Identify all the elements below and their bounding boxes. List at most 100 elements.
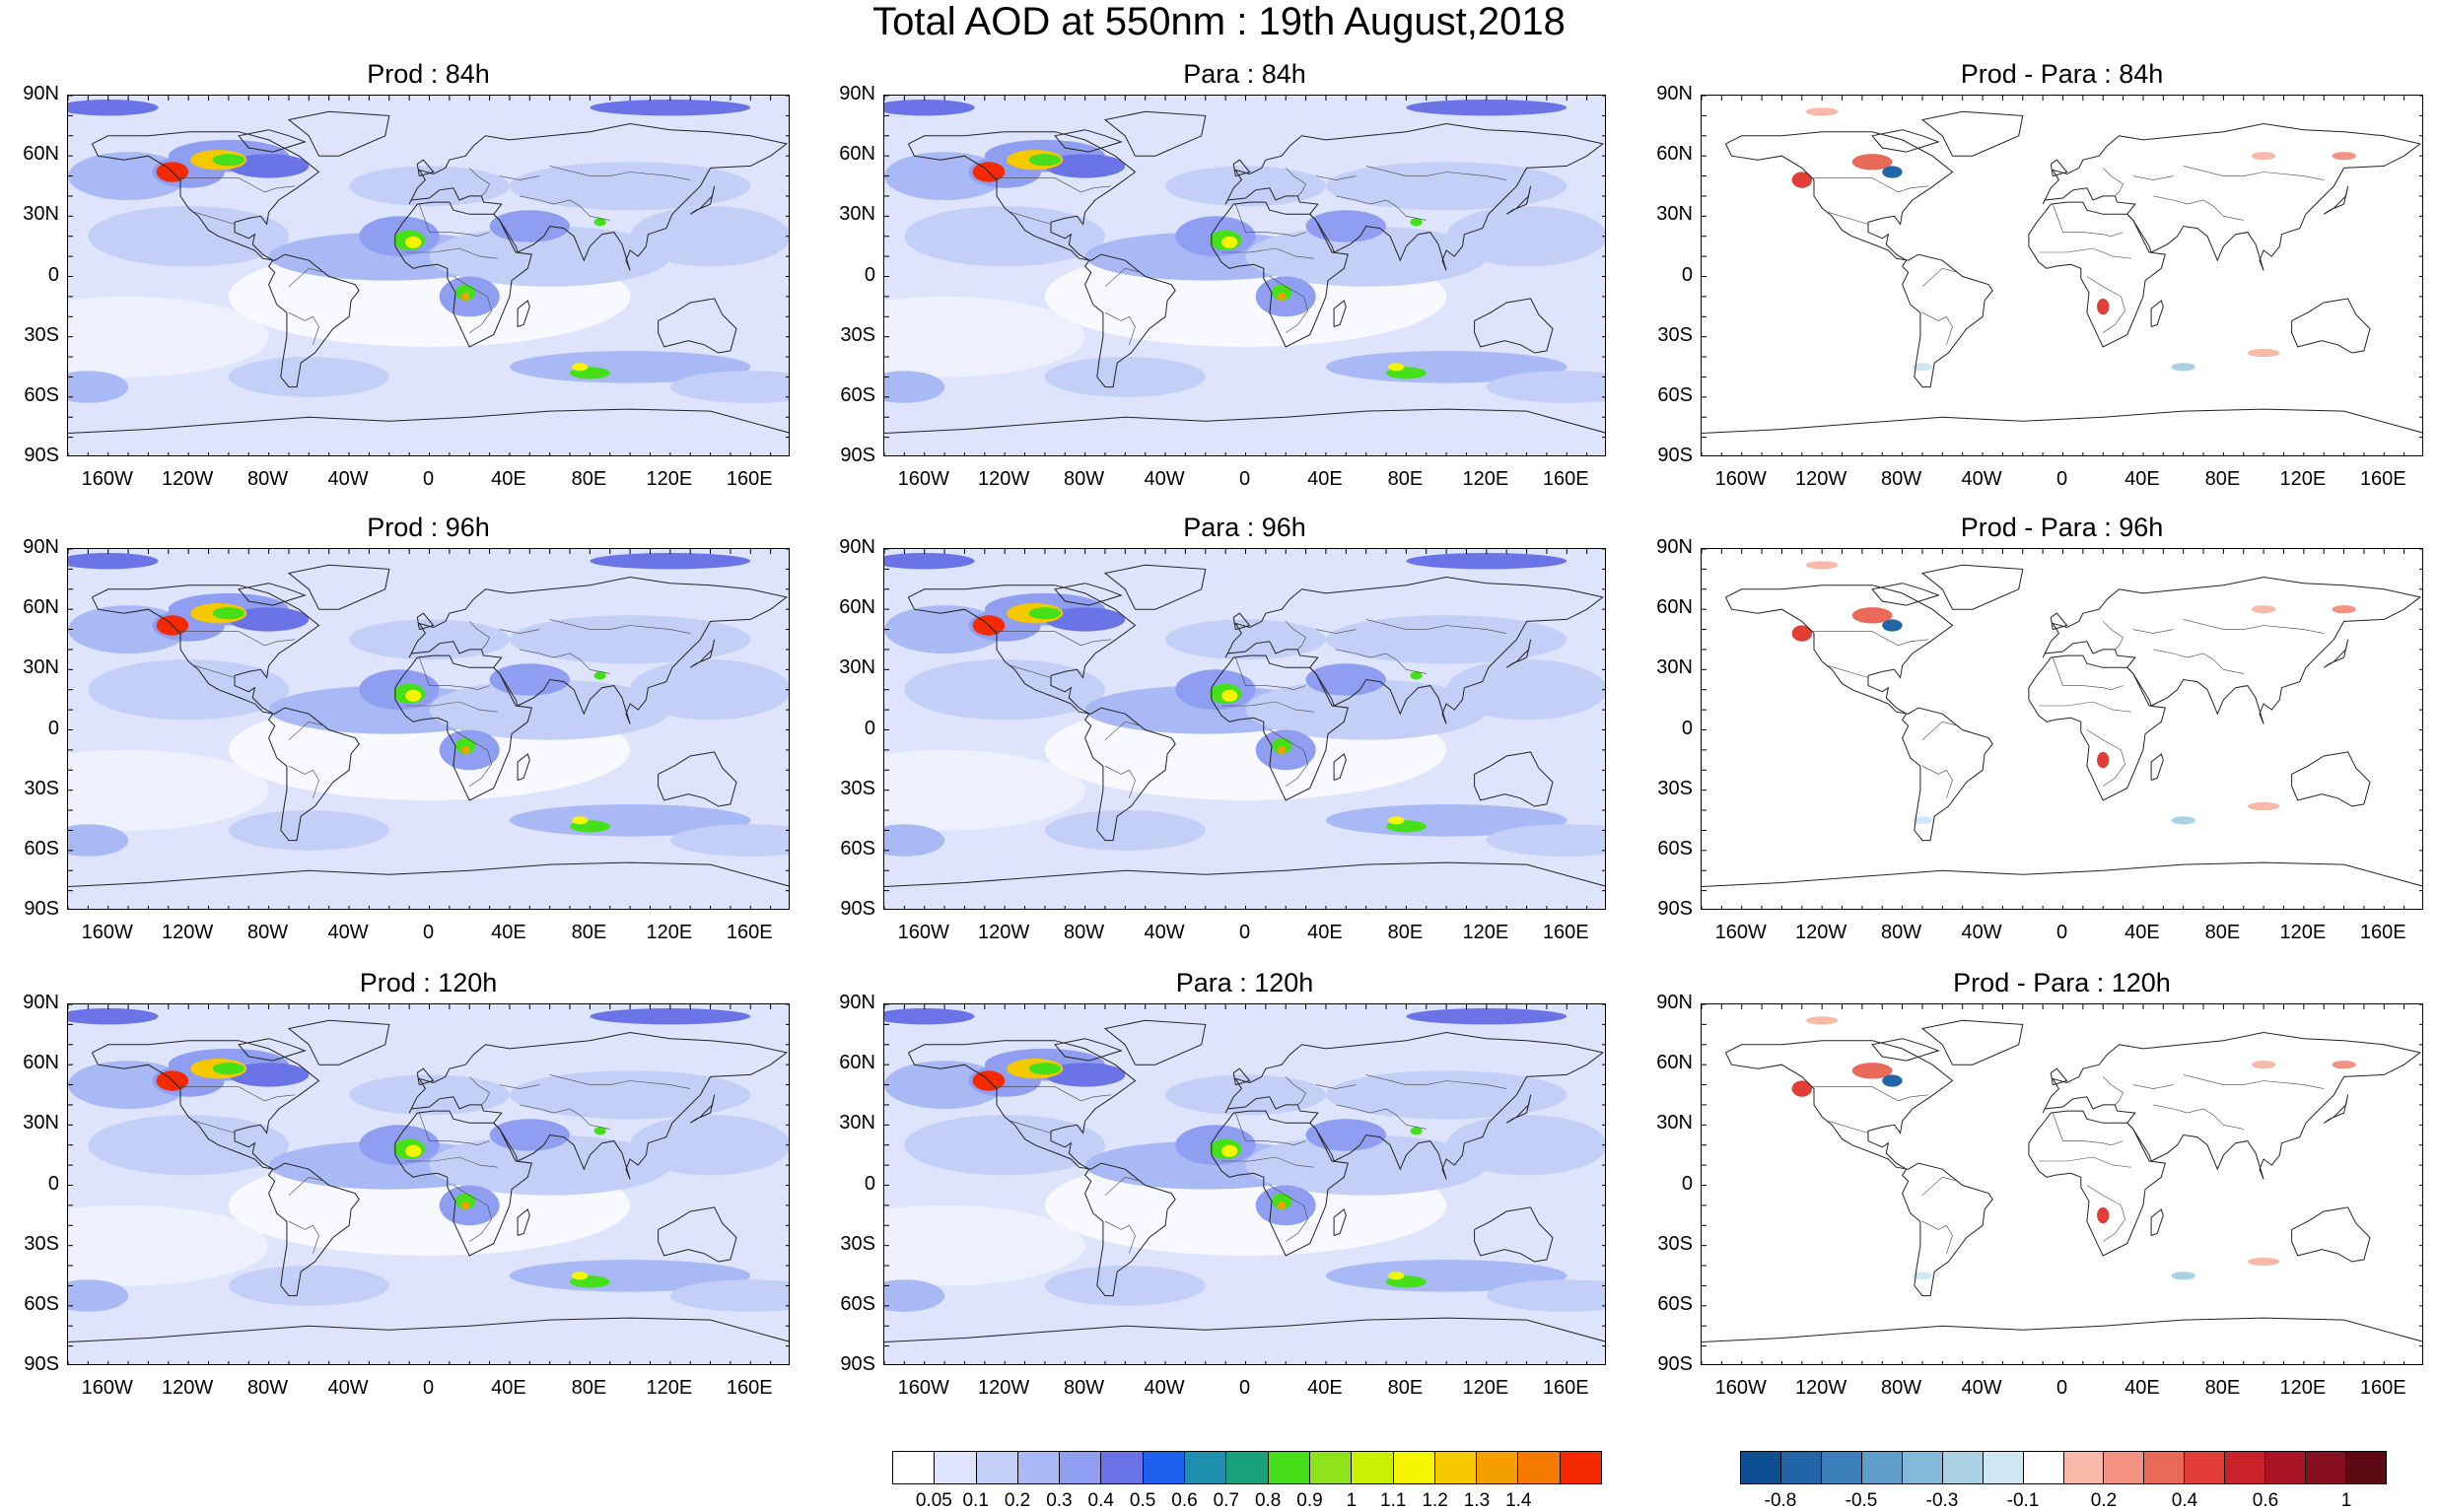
- colorbar-swatch: [2306, 1452, 2347, 1483]
- coastline: [2050, 159, 2068, 177]
- lon-tick-label: 160W: [1714, 922, 1767, 943]
- lon-tick-label: 120W: [1795, 922, 1847, 943]
- lat-tick-label: 30S: [1657, 1232, 1693, 1255]
- field-blob: [904, 659, 1105, 721]
- lon-tick-label: 160W: [897, 468, 949, 490]
- field-blob: [630, 206, 789, 267]
- lat-tick-label: 90N: [23, 536, 59, 558]
- lon-tick-label: 160E: [726, 1377, 773, 1399]
- coastline: [1211, 201, 1349, 348]
- field-blob: [1851, 607, 1893, 624]
- coastline: [287, 564, 390, 610]
- lon-tick-label: 120E: [646, 468, 693, 490]
- field-blob: [1410, 671, 1423, 680]
- lon-tick-label: 0: [2055, 922, 2068, 943]
- coastline: [68, 408, 789, 434]
- map-panel: Prod - Para : 84h 90N 60N 30N 0 30S 60S 90S 160…: [1634, 53, 2423, 566]
- lat-tick-label: 30N: [23, 656, 59, 679]
- field-blob: [1325, 804, 1567, 837]
- lat-tick-label: 90S: [840, 898, 875, 920]
- coastline: [287, 1019, 390, 1065]
- coastline: [238, 583, 307, 606]
- field-blob: [669, 371, 789, 403]
- colorbar-swatch: [1393, 1452, 1435, 1483]
- lon-tick-label: 40W: [327, 922, 369, 943]
- coastline: [2291, 1206, 2371, 1263]
- lon-tick-label: 80W: [247, 1377, 289, 1399]
- field-blob: [593, 1127, 606, 1135]
- field-blob: [68, 1204, 269, 1286]
- field-blob: [405, 236, 422, 248]
- lon-tick-label: 40E: [2125, 922, 2160, 943]
- field-blob: [68, 296, 269, 378]
- coastline: [2291, 751, 2371, 807]
- lon-tick-label: 80W: [1881, 468, 1922, 490]
- country-border: [499, 175, 540, 180]
- coastline: [2323, 1094, 2349, 1124]
- map-area: [1701, 548, 2423, 910]
- lat-tick-label: 90S: [840, 1353, 875, 1375]
- field-blob: [429, 679, 670, 740]
- country-border: [288, 1176, 325, 1196]
- field-blob: [1851, 154, 1893, 171]
- country-border: [1269, 1185, 1308, 1242]
- map-panel: Para : 96h 90N 60N 30N 0 30S 60S 90S 160W 120W 80…: [816, 507, 1606, 1019]
- lon-tick-label: 120W: [978, 468, 1030, 490]
- country-border: [1104, 267, 1142, 287]
- field-blob: [1305, 663, 1386, 696]
- map-panel: Para : 120h 90N 60N 30N 0 30S 60S 90S 160W 120W 8…: [816, 962, 1606, 1475]
- field-blob: [509, 351, 751, 383]
- lon-tick-label: 0: [1238, 468, 1251, 490]
- field-blob: [228, 154, 310, 178]
- country-border: [2039, 247, 2131, 259]
- country-border: [995, 177, 1112, 193]
- field-blob: [88, 206, 289, 267]
- country-border: [453, 729, 492, 787]
- lon-tick-label: 80E: [571, 922, 607, 943]
- colorbar-label: -0.8: [1764, 1490, 1797, 1511]
- coastline: [2291, 298, 2371, 354]
- coastline: [1920, 1019, 2024, 1065]
- panel-title: Prod - Para : 96h: [1960, 513, 2164, 542]
- coastline: [907, 584, 1176, 842]
- country-border: [1365, 619, 1507, 634]
- country-border: [2132, 629, 2174, 634]
- coastline: [394, 654, 532, 801]
- field-blob: [1278, 745, 1287, 754]
- field-blob: [1221, 1144, 1238, 1157]
- country-border: [1828, 212, 1869, 225]
- lon-tick-label: 120E: [646, 922, 693, 943]
- country-border: [2053, 203, 2124, 238]
- field-blob: [509, 162, 751, 211]
- field-blob: [1805, 1016, 1839, 1025]
- coastline: [2150, 1208, 2164, 1236]
- lon-tick-label: 80W: [247, 468, 289, 490]
- field-blob: [2247, 1257, 2280, 1267]
- coastline: [1054, 129, 1123, 153]
- lon-tick-label: 40E: [491, 922, 526, 943]
- country-border: [1235, 1112, 1306, 1146]
- field-blob: [884, 1008, 975, 1025]
- field-blob: [88, 1115, 289, 1176]
- map-svg: [68, 1004, 789, 1364]
- lon-tick-label: 160E: [1542, 468, 1589, 490]
- country-border: [2132, 1084, 2174, 1089]
- field-blob: [509, 1260, 751, 1292]
- colorbar-swatch: [1780, 1452, 1822, 1483]
- lon-tick-label: 80W: [1064, 468, 1105, 490]
- country-border: [2102, 168, 2124, 197]
- colorbar-label: 0.4: [1087, 1490, 1114, 1511]
- field-blob: [461, 1201, 470, 1209]
- field-blob: [1388, 1271, 1405, 1280]
- country-border: [178, 1086, 296, 1102]
- country-border: [1812, 1086, 1929, 1102]
- lon-tick-label: 120W: [978, 1377, 1030, 1399]
- field-blob: [884, 1279, 945, 1312]
- colorbar-swatch: [1560, 1452, 1602, 1483]
- lat-tick-label: 60N: [1656, 143, 1693, 166]
- country-border: [2053, 1112, 2124, 1146]
- field-blob: [1221, 689, 1238, 702]
- colorbar-label: 0.8: [1254, 1490, 1282, 1511]
- colorbar-label: 0.4: [2171, 1490, 2198, 1511]
- country-border: [549, 1074, 691, 1089]
